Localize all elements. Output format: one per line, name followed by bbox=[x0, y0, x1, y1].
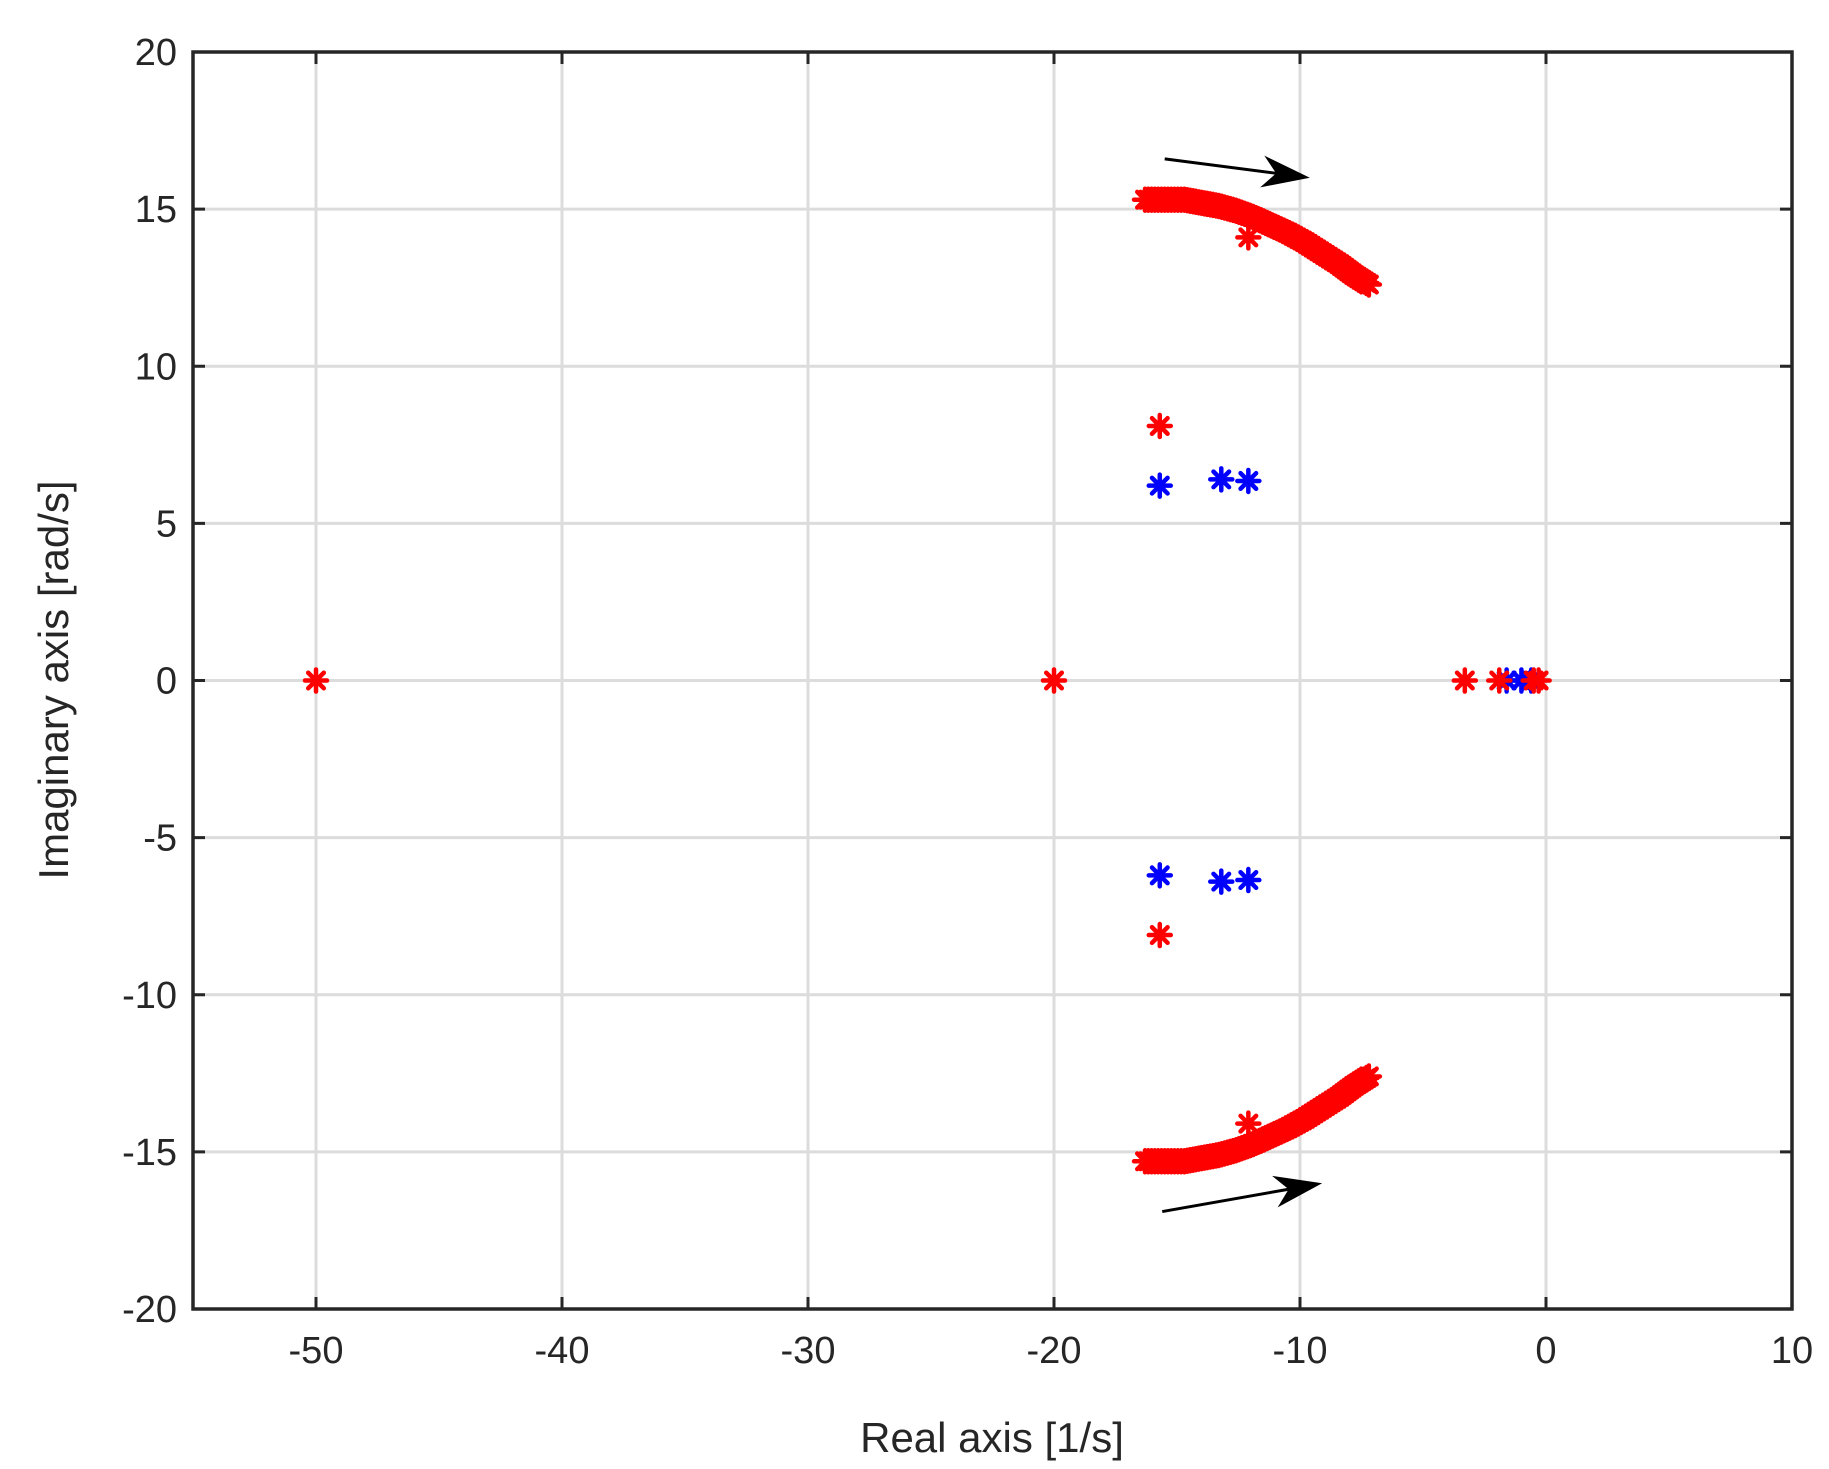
x-axis-label: Real axis [1/s] bbox=[860, 1414, 1124, 1461]
pole-marker bbox=[1235, 224, 1262, 251]
x-tick-label: -50 bbox=[289, 1330, 344, 1372]
pole-marker bbox=[1040, 667, 1068, 694]
pole-marker bbox=[1486, 667, 1513, 694]
pole-marker bbox=[1451, 667, 1479, 694]
pole-marker bbox=[1235, 467, 1262, 495]
y-tick-labels: -20 -15 -10 -5 0 5 10 15 20 bbox=[122, 32, 177, 1331]
direction-arrow bbox=[1161, 1175, 1323, 1214]
direction-arrows bbox=[1161, 155, 1323, 1214]
trajectory-marker bbox=[1355, 271, 1383, 298]
pole-marker bbox=[1235, 866, 1262, 894]
x-tick-labels: -50 -40 -30 -20 -10 0 10 bbox=[289, 1330, 1814, 1372]
pole-marker bbox=[1525, 667, 1552, 694]
plot-frame bbox=[191, 50, 1794, 1311]
x-tick-label: -10 bbox=[1273, 1330, 1328, 1372]
y-tick-label: 20 bbox=[135, 32, 177, 74]
x-tick-label: 10 bbox=[1771, 1330, 1813, 1372]
y-axis-label: Imaginary axis [rad/s] bbox=[30, 480, 77, 879]
pole-marker bbox=[1146, 472, 1174, 499]
y-tick-label: 10 bbox=[135, 346, 177, 388]
x-tick-label: -30 bbox=[781, 1330, 836, 1372]
y-tick-label: -20 bbox=[122, 1289, 177, 1331]
y-tick-label: 0 bbox=[156, 661, 177, 703]
y-tick-label: -15 bbox=[122, 1132, 177, 1174]
pole-marker bbox=[1208, 868, 1235, 895]
data-points bbox=[302, 224, 1552, 1137]
x-tick-label: 0 bbox=[1535, 1330, 1556, 1372]
y-tick-label: -5 bbox=[143, 818, 177, 860]
pole-marker bbox=[302, 667, 330, 694]
pole-marker bbox=[1146, 862, 1174, 889]
pole-marker bbox=[1146, 412, 1174, 440]
y-tick-label: 5 bbox=[156, 503, 177, 545]
pole-marker bbox=[1208, 466, 1235, 493]
pole-marker bbox=[1235, 1110, 1262, 1137]
trajectory-marker bbox=[1355, 1063, 1383, 1090]
grid bbox=[193, 50, 1794, 1311]
x-tick-label: -20 bbox=[1027, 1330, 1082, 1372]
trajectories bbox=[1131, 186, 1383, 1175]
direction-arrow bbox=[1164, 155, 1310, 188]
y-tick-label: 15 bbox=[135, 189, 177, 231]
y-tick-label: -10 bbox=[122, 975, 177, 1017]
x-tick-label: -40 bbox=[535, 1330, 590, 1372]
pole-marker bbox=[1146, 921, 1174, 949]
